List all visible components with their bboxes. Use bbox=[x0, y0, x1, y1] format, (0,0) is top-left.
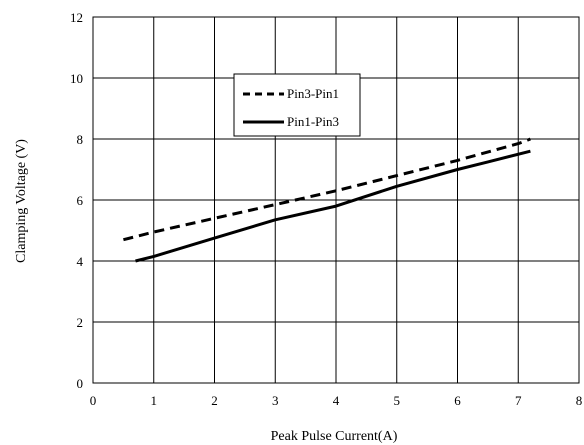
legend: Pin3-Pin1 Pin1-Pin3 bbox=[233, 73, 361, 137]
grid bbox=[92, 16, 580, 384]
x-tick-label: 5 bbox=[394, 393, 401, 408]
y-tick-label: 6 bbox=[77, 193, 84, 208]
x-tick-label: 7 bbox=[515, 393, 522, 408]
x-tick-label: 3 bbox=[272, 393, 279, 408]
y-tick-label: 8 bbox=[77, 132, 84, 147]
y-tick-label: 0 bbox=[77, 376, 84, 391]
x-tick-label: 1 bbox=[151, 393, 158, 408]
y-tick-label: 12 bbox=[70, 10, 83, 25]
y-tick-label: 4 bbox=[77, 254, 84, 269]
x-tick-label: 0 bbox=[90, 393, 97, 408]
legend-label-pin3-pin1: Pin3-Pin1 bbox=[287, 86, 339, 101]
x-axis-title: Peak Pulse Current(A) bbox=[271, 429, 398, 444]
series-line-pin3-pin1 bbox=[123, 137, 531, 242]
y-tick-label: 2 bbox=[77, 315, 84, 330]
y-tick-label: 10 bbox=[70, 71, 83, 86]
x-tick-label: 6 bbox=[454, 393, 461, 408]
series-lines bbox=[123, 137, 531, 263]
plot-area-frame bbox=[92, 16, 580, 384]
y-axis-title: Clamping Voltage (V) bbox=[14, 139, 29, 263]
x-tick-label: 2 bbox=[211, 393, 218, 408]
series-line-pin1-pin3 bbox=[135, 149, 531, 263]
x-tick-label: 4 bbox=[333, 393, 340, 408]
legend-label-pin1-pin3: Pin1-Pin3 bbox=[287, 114, 339, 129]
legend-box bbox=[233, 73, 361, 137]
x-tick-label: 8 bbox=[576, 393, 583, 408]
